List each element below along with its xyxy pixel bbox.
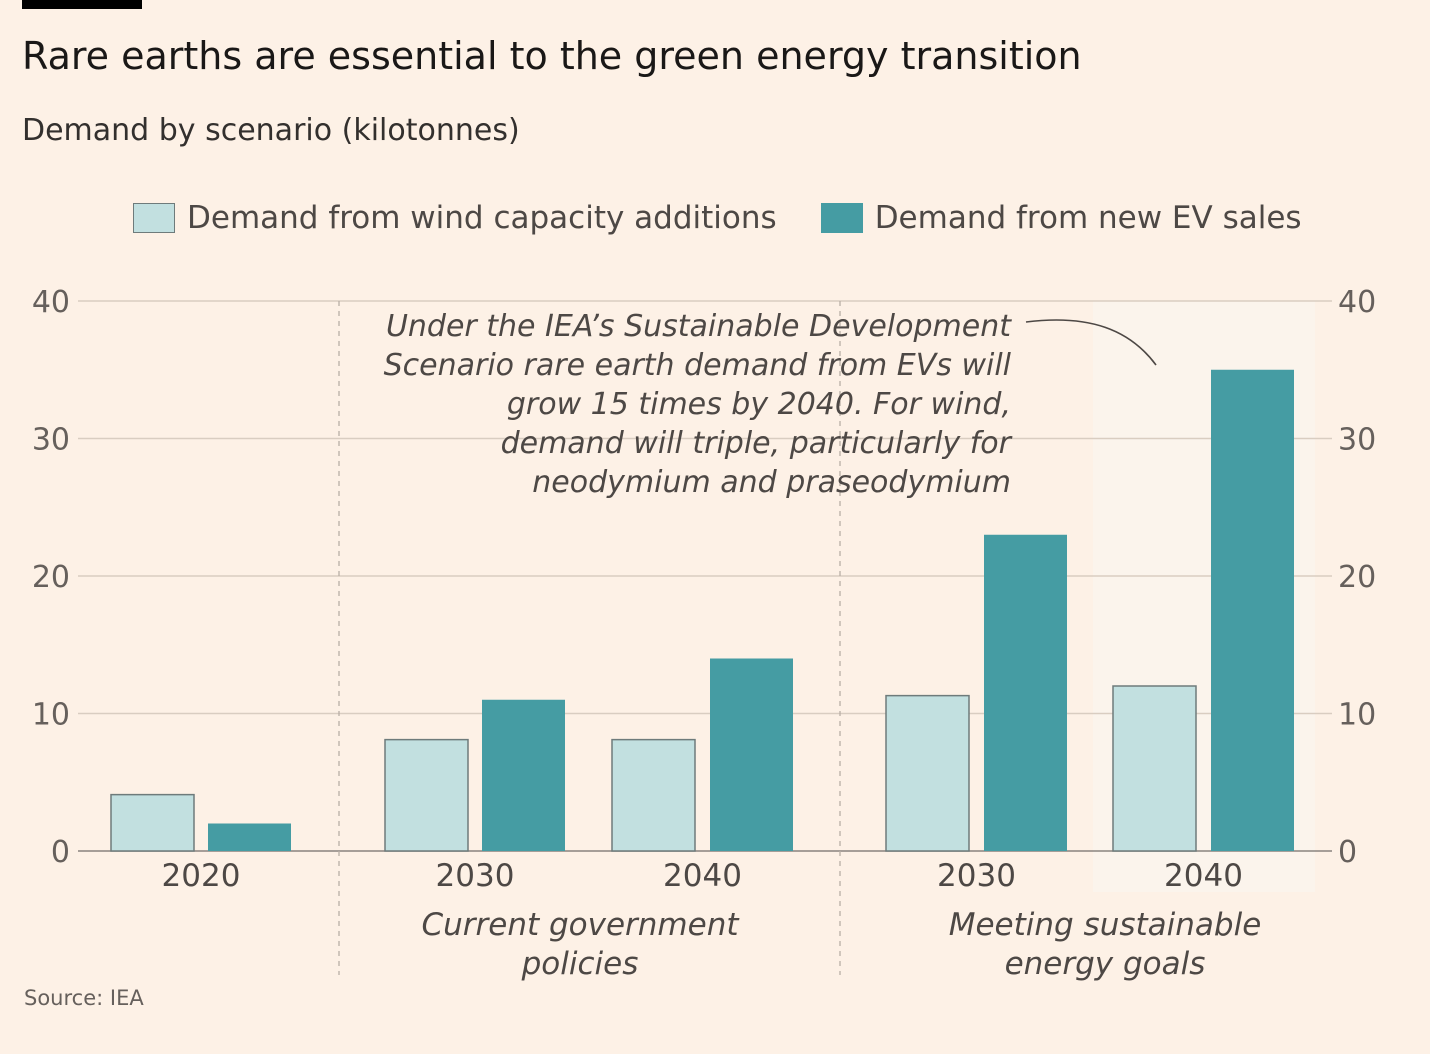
bar-ev	[984, 534, 1067, 851]
y-tick-label-left: 0	[51, 835, 70, 870]
y-tick-label-left: 40	[32, 285, 70, 320]
source-note: Source: IEA	[24, 986, 144, 1010]
annotation-connector	[1025, 319, 1157, 366]
group-label: Meeting sustainable	[949, 907, 1262, 943]
bar-wind	[110, 793, 195, 852]
chart-subtitle: Demand by scenario (kilotonnes)	[22, 113, 520, 148]
bar-ev	[208, 823, 291, 851]
y-tick-label-right: 20	[1338, 560, 1376, 595]
bar-ev	[482, 699, 565, 851]
bar-wind	[611, 738, 696, 852]
legend-label-ev: Demand from new EV sales	[874, 200, 1302, 236]
y-tick-label-right: 40	[1338, 285, 1376, 320]
y-tick-label-right: 0	[1338, 835, 1357, 870]
legend-label-wind: Demand from wind capacity additions	[187, 200, 777, 236]
x-tick-label: 2040	[1164, 858, 1243, 894]
x-tick-label: 2020	[162, 858, 241, 894]
legend: Demand from wind capacity additions Dema…	[133, 200, 1346, 236]
y-tick-label-left: 10	[32, 698, 70, 733]
annotation-text: Under the IEA’s Sustainable Development	[386, 309, 1012, 344]
legend-item-wind: Demand from wind capacity additions	[133, 200, 777, 236]
legend-swatch-ev	[820, 203, 863, 233]
bar-ev	[1211, 369, 1294, 851]
group-label: energy goals	[1005, 946, 1206, 982]
x-tick-label: 2040	[663, 858, 742, 894]
group-label: Current government	[421, 907, 740, 943]
bar-wind	[885, 694, 970, 852]
bar-wind	[384, 738, 469, 852]
chart-title: Rare earths are essential to the green e…	[22, 34, 1082, 78]
y-tick-label-left: 30	[32, 423, 70, 458]
legend-swatch-wind	[133, 203, 175, 233]
x-tick-label: 2030	[436, 858, 515, 894]
x-tick-label: 2030	[937, 858, 1016, 894]
annotation-text: neodymium and praseodymium	[532, 465, 1011, 500]
annotation-text: demand will triple, particularly for	[501, 426, 1013, 461]
bar-ev	[710, 658, 793, 851]
bar-wind	[1112, 685, 1197, 852]
y-tick-label-right: 10	[1338, 698, 1376, 733]
annotation-text: Scenario rare earth demand from EVs will	[384, 348, 1012, 383]
annotation-text: grow 15 times by 2040. For wind,	[507, 387, 1011, 422]
legend-item-ev: Demand from new EV sales	[820, 200, 1302, 236]
group-label: policies	[521, 946, 639, 982]
y-tick-label-left: 20	[32, 560, 70, 595]
y-tick-label-right: 30	[1338, 423, 1376, 458]
brand-bar	[22, 0, 142, 9]
